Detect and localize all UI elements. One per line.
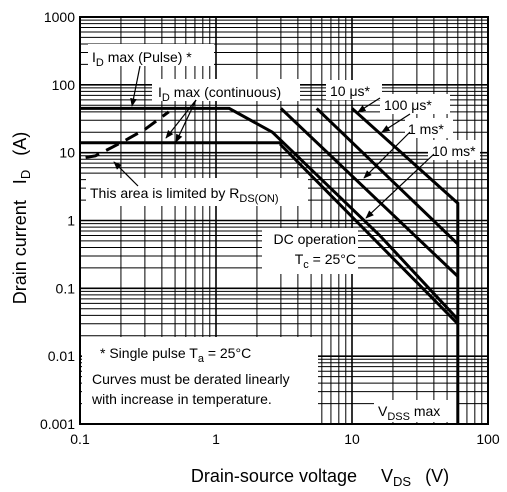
annotation-note1: * Single pulse Ta = 25°C [100,345,251,365]
x-tick-label: 100 [476,431,500,447]
series-line-2 [80,106,459,321]
annotation-mask [374,400,458,422]
x-tick-label: 10 [344,431,360,447]
x-axis-label: Drain-source voltage VDS (V) [191,466,449,489]
annotation-leaders [113,65,435,219]
annotation-mask [86,178,308,206]
annotation-mask [262,228,358,274]
y-tick-label: 0.1 [56,280,76,296]
y-axis-label: Drain currentID(A) [10,132,33,304]
annotation-dc1: DC operation [274,231,357,247]
annotation-leader [165,99,197,139]
annotation-mask [88,44,214,66]
annotation-id-cont: ID max (continuous) [158,84,281,104]
x-tick-label: 0.1 [70,431,90,447]
annotation-mask [152,79,300,101]
series-line-1 [85,110,170,159]
annotation-leader [357,97,381,113]
annotation-backgrounds [82,44,480,423]
annotation-leader [175,99,197,143]
series-line-6 [350,107,460,424]
annotation-rds: This area is limited by RDS(ON) [90,185,279,205]
annotation-mask [405,118,453,138]
annotation-mask [380,94,450,114]
x-tick-label: 1 [212,431,220,447]
annotation-1ms: 1 ms* [408,121,444,137]
annotation-mask [326,80,382,100]
y-tick-label: 10 [59,145,75,161]
annotation-leader [365,153,435,219]
annotation-vdss: VDSS max [378,403,440,423]
y-tick-label: 0.01 [48,348,75,364]
annotation-note2: Curves must be derated linearly [92,371,290,387]
series-layer [80,106,460,424]
annotation-leader [363,131,411,179]
annotation-100us: 100 μs* [384,97,432,113]
annotation-labels: ID max (Pulse) * ID max (continuous) 10 μs… [90,49,476,423]
annotation-dc2: Tc = 25°C [295,251,356,271]
series-line-4 [279,107,459,278]
series-line-5 [315,107,459,246]
annotation-leader [130,65,141,107]
annotation-mask [82,337,318,423]
annotation-note3: with increase in temperature. [91,391,272,407]
y-tick-label: 0.001 [40,416,75,432]
series-line-3 [80,141,459,325]
y-tick-label: 1000 [44,9,75,25]
tick-labels: 0.1 1 10 100 1000 100 10 1 0.1 0.01 0.001 [40,9,500,447]
plot-frame [79,16,489,425]
annotation-10ms: 10 ms* [432,143,476,159]
y-tick-label: 100 [52,77,76,93]
annotation-leader [113,161,139,187]
annotation-mask [428,140,480,160]
annotation-leader [381,113,411,133]
y-tick-label: 1 [67,213,75,229]
annotation-10us: 10 μs* [330,83,371,99]
annotation-id-pulse: ID max (Pulse) * [92,49,192,69]
